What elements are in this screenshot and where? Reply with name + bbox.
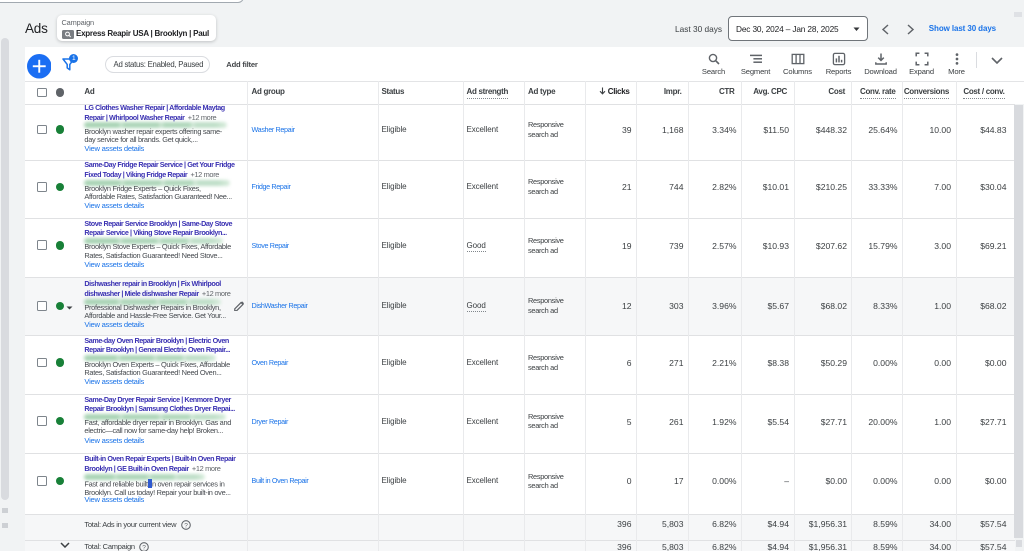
svg-text:?: ? bbox=[142, 544, 146, 551]
svg-text:?: ? bbox=[184, 522, 188, 529]
